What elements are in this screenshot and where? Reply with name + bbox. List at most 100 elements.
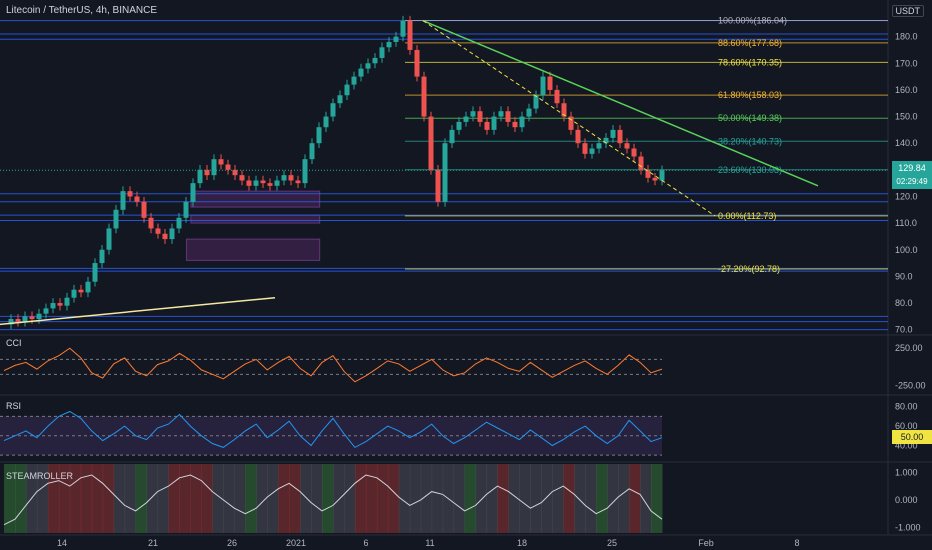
candle-body <box>652 177 658 181</box>
candle-body <box>92 263 98 282</box>
steamroller-bg <box>387 464 400 533</box>
candle-body <box>519 116 525 128</box>
steamroller-bg <box>497 464 509 533</box>
candle-body <box>484 121 490 130</box>
steamroller-bg <box>640 464 652 533</box>
x-tick-label: 18 <box>517 538 527 548</box>
steamroller-bg <box>596 464 608 533</box>
x-tick-label: 26 <box>227 538 237 548</box>
candle-body <box>99 249 105 264</box>
y-tick-label: 160.0 <box>895 85 918 95</box>
candle-body <box>64 297 70 306</box>
x-tick-label: 21 <box>148 538 158 548</box>
candle-body <box>309 143 315 160</box>
candle-body <box>218 159 224 165</box>
steamroller-bg <box>256 464 268 533</box>
steamroller-bg <box>190 464 202 533</box>
steamroller-bg <box>486 464 498 533</box>
steamroller-bg <box>322 464 334 533</box>
fib-diagonal <box>422 20 716 217</box>
steamroller-bg <box>300 464 312 533</box>
candle-body <box>659 170 665 181</box>
downtrend-line <box>422 19 819 187</box>
candle-body <box>141 201 147 218</box>
x-tick-label: 8 <box>794 538 799 548</box>
candle-body <box>106 228 112 250</box>
candle-body <box>400 20 406 37</box>
candle-body <box>29 316 35 320</box>
rsi-pane-title: RSI <box>6 401 22 411</box>
x-tick-label: 25 <box>607 538 617 548</box>
candle-body <box>204 169 210 176</box>
candle-body <box>267 183 273 186</box>
steamroller-bg <box>585 464 597 533</box>
x-tick-label: 6 <box>363 538 368 548</box>
candle-body <box>78 289 84 293</box>
candle-body <box>547 76 553 90</box>
demand-zone <box>185 238 321 261</box>
steamroller-bg <box>69 464 82 533</box>
candle-body <box>428 116 434 170</box>
candle-body <box>57 303 63 306</box>
rsi-tick-label: 40.00 <box>895 440 918 450</box>
y-tick-label: 100.0 <box>895 245 918 255</box>
y-tick-label: 140.0 <box>895 138 918 148</box>
y-tick-label: 150.0 <box>895 112 918 122</box>
y-tick-label: 120.0 <box>895 191 918 201</box>
x-tick-label: 11 <box>425 538 434 548</box>
steamroller-bg <box>519 464 531 533</box>
candle-body <box>449 129 455 144</box>
candle-body <box>505 111 511 122</box>
candle-body <box>71 289 77 298</box>
candle-body <box>498 111 504 117</box>
steamroller-bg <box>278 464 290 533</box>
steamroller-bg <box>58 464 71 533</box>
candle-body <box>211 159 217 176</box>
steamroller-bg <box>420 464 433 533</box>
steamroller-bg <box>91 464 104 533</box>
candle-body <box>85 281 91 293</box>
steamroller-bg <box>530 464 542 533</box>
candle-body <box>358 68 364 77</box>
steamroller-bg <box>563 464 575 533</box>
steamroller-bg <box>333 464 345 533</box>
steamroller-bg <box>464 464 477 533</box>
steamroller-bg <box>541 464 553 533</box>
candle-body <box>260 180 266 184</box>
candle-body <box>295 180 301 184</box>
unit-badge[interactable]: USDT <box>891 5 924 17</box>
candle-body <box>50 303 56 309</box>
candle-body <box>645 169 651 178</box>
candle-body <box>22 316 28 322</box>
candle-body <box>526 108 532 117</box>
candle-body <box>533 95 539 109</box>
candle-body <box>624 143 630 149</box>
candle-body <box>638 156 644 170</box>
candle-body <box>8 319 14 325</box>
steamroller-bg <box>4 464 16 533</box>
steamroller-bg <box>409 464 422 533</box>
candle-body <box>274 180 280 186</box>
candle-body <box>113 209 119 229</box>
candle-body <box>232 169 238 176</box>
candle-body <box>134 196 140 202</box>
candle-body <box>456 121 462 130</box>
cci-tick-label: 250.00 <box>895 343 923 353</box>
candle-body <box>148 217 154 229</box>
candle-body <box>351 76 357 85</box>
steamroller-bg <box>289 464 301 533</box>
steamroller-bg <box>552 464 564 533</box>
demand-zone <box>190 214 321 224</box>
candle-body <box>246 180 252 186</box>
candle-body <box>561 103 567 117</box>
rsi-tick-label: 80.00 <box>895 402 918 412</box>
steamroller-bg <box>113 464 126 533</box>
steamroller-bg <box>212 464 224 533</box>
candle-body <box>407 20 413 50</box>
candle-body <box>281 175 287 181</box>
steamroller-bg <box>168 464 180 533</box>
countdown-tag: 02:29:49 <box>892 175 932 189</box>
fib-label: 23.60%(130.03) <box>718 165 782 175</box>
candle-body <box>589 148 595 154</box>
